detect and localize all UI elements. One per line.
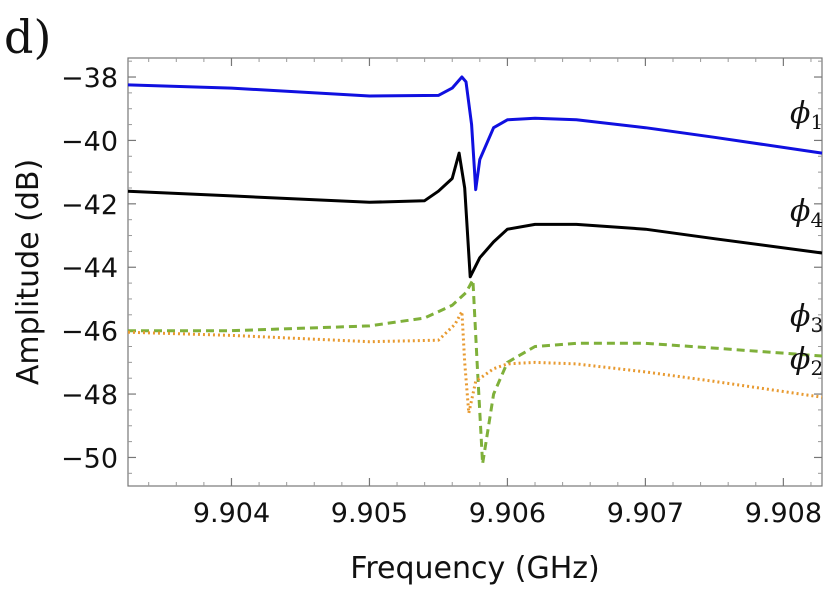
x-tick-label: 9.905	[331, 498, 408, 529]
x-tick-label: 9.907	[607, 498, 684, 529]
y-tick-label: −42	[61, 190, 118, 221]
series-label-3: ϕ3	[790, 299, 823, 337]
x-tick-label: 9.904	[193, 498, 270, 529]
y-tick-label: −44	[61, 253, 118, 284]
series-line-3	[128, 278, 823, 466]
y-tick-label: −50	[61, 443, 118, 474]
series-label-4: ϕ4	[790, 194, 823, 232]
y-axis: −38 −40 −42 −44 −46 −48 −50	[61, 60, 822, 474]
y-tick-label: −48	[61, 380, 118, 411]
plot-frame	[127, 57, 823, 487]
y-tick-label: −40	[61, 126, 118, 157]
y-axis-title: Amplitude (dB)	[11, 159, 46, 385]
series-labels: ϕ1 ϕ4 ϕ3 ϕ2	[790, 96, 823, 380]
series-line-1	[127, 75, 823, 192]
panel-label: d)	[4, 10, 51, 64]
y-tick-label: −38	[61, 63, 118, 94]
series-label-1: ϕ1	[790, 96, 823, 134]
x-tick-label: 9.906	[469, 498, 546, 529]
x-axis: 9.904 9.905 9.906 9.907 9.908	[148, 58, 822, 529]
x-axis-title: Frequency (GHz)	[350, 551, 599, 586]
series-line-4	[127, 151, 823, 279]
x-tick-label: 9.908	[745, 498, 822, 529]
y-tick-label: −46	[61, 317, 118, 348]
series-label-2: ϕ2	[790, 342, 823, 380]
curves	[127, 75, 823, 466]
series-line-2	[127, 310, 823, 415]
